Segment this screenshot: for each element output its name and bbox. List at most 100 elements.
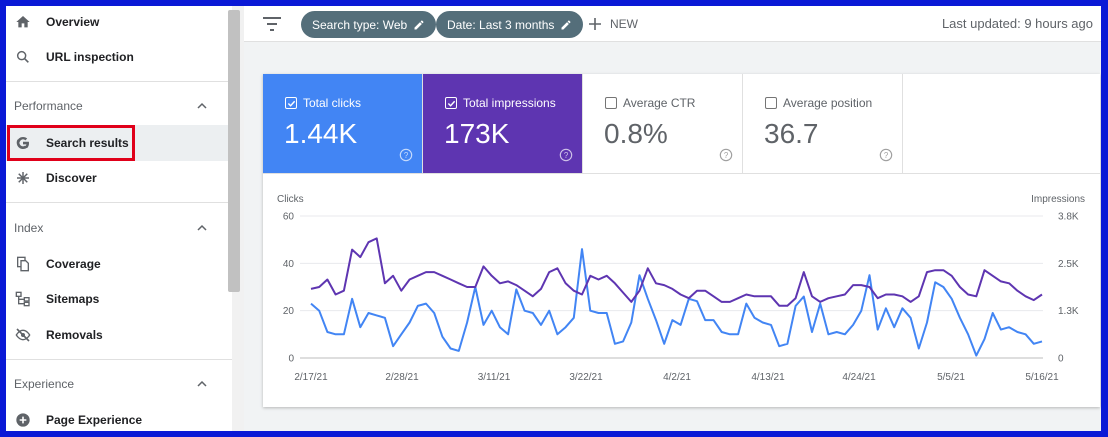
left-tick-label: 60 xyxy=(283,212,295,223)
sidebar-item-label: Overview xyxy=(46,15,100,29)
section-label: Experience xyxy=(14,377,75,391)
performance-card: Total clicks 1.44K ? Total impressions 1… xyxy=(263,74,1100,407)
svg-text:?: ? xyxy=(404,151,409,160)
metric-label: Average CTR xyxy=(623,96,696,110)
copy-pages-icon xyxy=(14,255,32,273)
chevron-up-icon xyxy=(197,380,207,387)
home-icon xyxy=(14,13,32,31)
svg-text:?: ? xyxy=(564,151,569,160)
section-label: Performance xyxy=(14,99,83,113)
chip-label: Search type: Web xyxy=(312,17,408,32)
divider xyxy=(263,173,1100,174)
last-updated-text: Last updated: 9 hours ago xyxy=(941,16,1093,31)
sidebar-item-label: Search results xyxy=(46,136,129,150)
x-tick-label: 2/28/21 xyxy=(385,372,419,383)
sidebar-item-discover[interactable]: Discover xyxy=(6,162,232,194)
sidebar-item-url-inspection[interactable]: URL inspection xyxy=(6,41,232,73)
new-filter-button[interactable]: NEW xyxy=(588,14,638,34)
metric-value: 173K xyxy=(444,118,510,149)
search-type-chip[interactable]: Search type: Web xyxy=(301,11,437,38)
x-tick-label: 4/2/21 xyxy=(663,372,691,383)
right-tick-label: 3.8K xyxy=(1058,212,1079,223)
metric-value: 36.7 xyxy=(764,118,819,149)
sidebar: Overview URL inspection Performance Sear… xyxy=(6,6,232,431)
left-tick-label: 20 xyxy=(283,306,295,317)
metric-label: Average position xyxy=(783,96,873,110)
sidebar-item-removals[interactable]: Removals xyxy=(6,319,232,351)
svg-text:?: ? xyxy=(724,151,729,160)
chip-label: Date: Last 3 months xyxy=(447,17,555,32)
help-icon[interactable]: ? xyxy=(559,148,573,162)
divider xyxy=(6,202,232,203)
edit-icon xyxy=(414,20,424,29)
search-console-window: Overview URL inspection Performance Sear… xyxy=(6,6,1101,431)
sidebar-item-label: Sitemaps xyxy=(46,292,100,306)
checkbox-unchecked-icon[interactable] xyxy=(605,97,617,109)
date-range-chip[interactable]: Date: Last 3 months xyxy=(436,11,584,38)
metric-label: Total impressions xyxy=(463,96,556,110)
right-axis-title: Impressions xyxy=(1031,194,1085,205)
section-label: Index xyxy=(14,221,44,235)
x-tick-label: 4/24/21 xyxy=(842,372,876,383)
new-label: NEW xyxy=(610,17,638,31)
divider xyxy=(6,359,232,360)
main-content: Search type: Web Date: Last 3 months NEW… xyxy=(244,6,1101,431)
checkbox-checked-icon[interactable] xyxy=(285,97,297,109)
sidebar-item-label: Discover xyxy=(46,171,97,185)
sidebar-scroll-thumb[interactable] xyxy=(228,10,240,292)
left-axis-title: Clicks xyxy=(277,194,304,205)
sidebar-item-label: URL inspection xyxy=(46,50,134,64)
metric-total-clicks[interactable]: Total clicks 1.44K ? xyxy=(263,74,423,173)
help-icon[interactable]: ? xyxy=(879,148,893,162)
metric-label: Total clicks xyxy=(303,96,362,110)
metric-value: 1.44K xyxy=(284,118,358,149)
google-g-icon xyxy=(14,134,32,152)
help-icon[interactable]: ? xyxy=(719,148,733,162)
x-tick-label: 4/13/21 xyxy=(751,372,785,383)
asterisk-icon xyxy=(14,169,32,187)
x-tick-label: 3/11/21 xyxy=(478,372,511,383)
x-tick-label: 3/22/21 xyxy=(569,372,603,383)
checkbox-checked-icon[interactable] xyxy=(445,97,457,109)
right-tick-label: 1.3K xyxy=(1058,306,1079,317)
metric-value: 0.8% xyxy=(604,118,668,149)
x-tick-label: 2/17/21 xyxy=(294,372,328,383)
add-circle-icon xyxy=(14,411,32,429)
visibility-off-icon xyxy=(14,326,32,344)
section-index[interactable]: Index xyxy=(6,214,232,242)
section-experience[interactable]: Experience xyxy=(6,370,232,398)
sidebar-item-page-experience[interactable]: Page Experience xyxy=(6,404,232,431)
chevron-up-icon xyxy=(197,102,207,109)
series-line-clicks xyxy=(310,248,1043,357)
filter-icon[interactable] xyxy=(262,16,282,32)
search-icon xyxy=(14,48,32,66)
metric-average-position[interactable]: Average position 36.7 ? xyxy=(743,74,903,173)
sidebar-item-label: Removals xyxy=(46,328,103,342)
metric-total-impressions[interactable]: Total impressions 173K ? xyxy=(423,74,583,173)
sidebar-item-search-results[interactable]: Search results xyxy=(6,125,232,161)
left-tick-label: 0 xyxy=(288,354,294,365)
svg-text:?: ? xyxy=(884,151,889,160)
help-icon[interactable]: ? xyxy=(399,148,413,162)
section-performance[interactable]: Performance xyxy=(6,92,232,120)
sitemap-icon xyxy=(14,290,32,308)
sidebar-item-label: Page Experience xyxy=(46,413,143,427)
sidebar-item-label: Coverage xyxy=(46,257,101,271)
divider xyxy=(6,81,232,82)
filter-toolbar: Search type: Web Date: Last 3 months NEW… xyxy=(244,6,1101,42)
chevron-up-icon xyxy=(197,224,207,231)
x-tick-label: 5/16/21 xyxy=(1025,372,1059,383)
plus-icon xyxy=(589,18,601,30)
edit-icon xyxy=(561,20,571,29)
left-tick-label: 40 xyxy=(283,259,295,270)
series-line-impressions xyxy=(310,237,1043,307)
metric-average-ctr[interactable]: Average CTR 0.8% ? xyxy=(583,74,743,173)
right-tick-label: 2.5K xyxy=(1058,259,1079,270)
right-tick-label: 0 xyxy=(1058,354,1064,365)
checkbox-unchecked-icon[interactable] xyxy=(765,97,777,109)
x-tick-label: 5/5/21 xyxy=(937,372,965,383)
sidebar-item-coverage[interactable]: Coverage xyxy=(6,248,232,280)
sidebar-item-sitemaps[interactable]: Sitemaps xyxy=(6,283,232,315)
sidebar-item-overview[interactable]: Overview xyxy=(6,6,232,38)
